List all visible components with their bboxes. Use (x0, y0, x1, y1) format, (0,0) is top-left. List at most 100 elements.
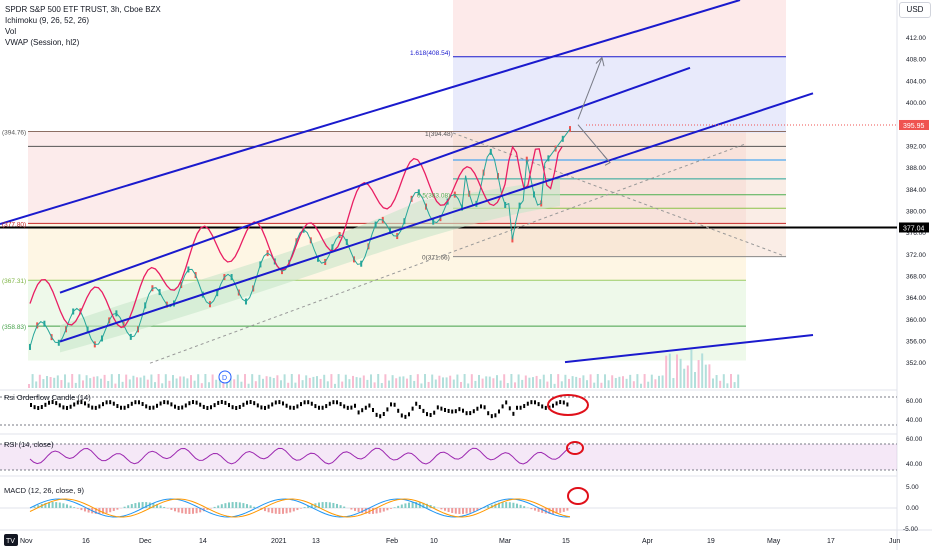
rsi-orderflow-candle (307, 400, 310, 405)
rsi-orderflow-candle (336, 400, 338, 405)
macd-histogram-bar (325, 502, 328, 508)
volume-bar (650, 374, 653, 388)
volume-legend[interactable]: Vol (5, 27, 17, 36)
ichimoku-legend[interactable]: Ichimoku (9, 26, 52, 26) (5, 16, 90, 25)
arrowhead-up (595, 56, 605, 67)
macd-histogram-bar (73, 507, 76, 508)
symbol-title[interactable]: SPDR S&P 500 ETF TRUST, 3h, Cboe BZX (5, 5, 161, 14)
currency-button[interactable]: USD (899, 2, 931, 18)
rsi-orderflow-candle (339, 402, 342, 407)
volume-bar (359, 377, 362, 388)
time-axis-label: 16 (82, 538, 90, 545)
vwap-legend[interactable]: VWAP (Session, hl2) (5, 38, 80, 47)
volume-bar (215, 379, 218, 388)
volume-bar (107, 381, 110, 388)
volume-bar (521, 379, 524, 388)
time-axis-label: 13 (312, 538, 320, 545)
volume-bar (316, 376, 318, 388)
volume-bar (391, 375, 394, 388)
rsi-orderflow-candle (127, 404, 130, 409)
volume-bar (121, 381, 124, 388)
volume-bar (654, 379, 657, 388)
macd-histogram-bar (555, 508, 558, 514)
macd-histogram-bar (447, 508, 450, 512)
volume-bar (337, 374, 340, 388)
macd-histogram-bar (300, 508, 302, 509)
volume-bar (424, 374, 426, 388)
rsi-orderflow-candle (559, 400, 562, 405)
volume-bar (157, 374, 160, 388)
volume-bar (240, 381, 243, 388)
rsi-orderflow-candle (303, 400, 306, 405)
volume-bar (488, 376, 491, 388)
macd-histogram-bar (364, 508, 367, 514)
fib-label: (394.76) (2, 129, 26, 136)
rsi-orderflow-candle (87, 403, 90, 408)
rsi-orderflow-candle (541, 404, 544, 409)
volume-bar (686, 365, 689, 388)
macd-histogram-bar (372, 508, 374, 514)
price-tick-label: 376.00 (906, 230, 926, 237)
macd-histogram-bar (282, 508, 284, 514)
macd-histogram-bar (192, 508, 194, 514)
macd-histogram-bar (231, 502, 234, 508)
rsi-orderflow-candle (426, 412, 428, 417)
rsi-orderflow-candle (447, 408, 450, 413)
macd-histogram-bar (404, 503, 407, 508)
volume-bar (283, 374, 286, 388)
macd-histogram-bar (382, 508, 385, 512)
rsi-orderflow-candle (429, 413, 432, 418)
rsi-orderflow-candle (411, 406, 414, 411)
rsi-orderflow-candle (123, 405, 126, 410)
rsi-orderflow-candle (213, 403, 216, 408)
rsi-orderflow-candle (159, 401, 162, 406)
volume-bar (478, 374, 480, 388)
volume-bar (503, 374, 506, 388)
macd-histogram-bar (379, 508, 382, 513)
volume-bar (640, 383, 642, 388)
macd-histogram-bar (62, 503, 65, 508)
time-axis-label: Dec (139, 538, 152, 545)
macd-histogram-bar (562, 508, 565, 512)
volume-bar (175, 378, 178, 388)
volume-bar (211, 374, 214, 388)
rsi-orderflow-candle (422, 408, 425, 413)
volume-bar (510, 374, 513, 388)
volume-bar (506, 383, 509, 388)
volume-bar (388, 380, 390, 388)
macd-histogram-bar (501, 502, 504, 508)
volume-bar (643, 374, 646, 388)
rsi-orderflow-candle (375, 412, 378, 417)
volume-bar (539, 379, 542, 388)
rsi-orderflow-candle (418, 405, 421, 410)
volume-bar (146, 379, 149, 388)
volume-bar (632, 381, 635, 388)
rsi-orderflow-candle (166, 400, 169, 405)
macd-histogram-bar (375, 508, 378, 514)
rsi-orderflow-candle (66, 405, 68, 410)
macd-histogram-bar (350, 508, 353, 510)
macd-histogram-bar (112, 508, 115, 512)
macd-histogram-bar (206, 508, 209, 510)
rsi-orderflow-candle (328, 401, 331, 406)
projection-arrow-up (577, 57, 603, 120)
rsi-orderflow-candle (501, 404, 504, 409)
volume-bar (593, 382, 596, 388)
volume-bar (100, 378, 102, 388)
macd-histogram-bar (264, 508, 266, 512)
volume-bar (236, 374, 239, 388)
macd-histogram-bar (433, 506, 436, 508)
current-price-label: 395.95 (903, 123, 925, 130)
rsi-orderflow-candle (555, 401, 558, 406)
volume-bar (420, 383, 423, 388)
volume-bar (56, 375, 59, 388)
macd-histogram-bar (310, 504, 313, 508)
rsi-orderflow-candle (145, 404, 148, 409)
volume-bar (618, 376, 621, 388)
rsi-orderflow-candle (404, 414, 407, 419)
rsi-orderflow-candle (174, 404, 176, 409)
fib-zone-blue (453, 56, 786, 133)
hline-price-label: 377.04 (903, 225, 925, 232)
fib-label: (358.83) (2, 324, 26, 331)
